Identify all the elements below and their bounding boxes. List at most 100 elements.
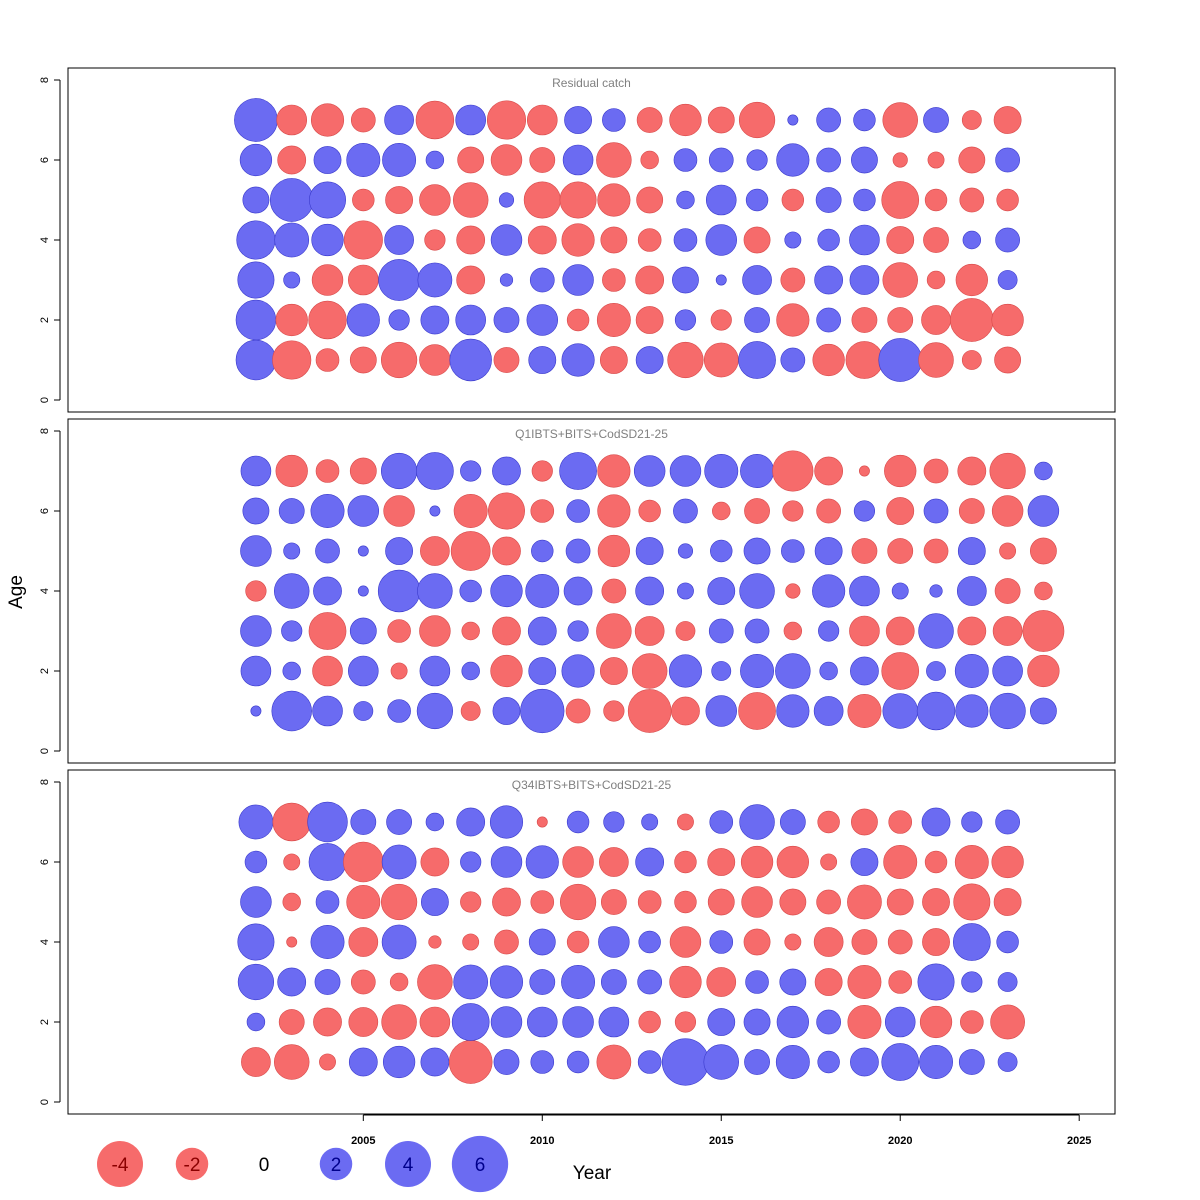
x-tick-label: 2025 xyxy=(1067,1135,1091,1147)
residual-bubble xyxy=(494,929,519,955)
residual-bubble xyxy=(955,694,989,728)
residual-bubble xyxy=(450,531,491,571)
residual-bubble xyxy=(281,620,303,642)
residual-bubble xyxy=(635,847,665,877)
residual-bubble xyxy=(923,107,949,133)
residual-bubble xyxy=(958,146,986,174)
y-tick-label: 6 xyxy=(39,508,51,514)
residual-bubble xyxy=(277,145,307,175)
residual-bubble xyxy=(705,184,737,216)
residual-bubble xyxy=(460,460,482,482)
residual-bubble xyxy=(669,965,702,999)
residual-bubble xyxy=(745,188,769,212)
residual-bubble xyxy=(853,188,876,212)
residual-bubble xyxy=(637,969,663,995)
residual-bubble xyxy=(493,307,520,333)
residual-bubble xyxy=(961,110,982,130)
residual-bubble xyxy=(350,107,376,133)
residual-bubble xyxy=(707,888,735,916)
residual-bubble xyxy=(782,500,804,522)
residual-bubble xyxy=(992,616,1023,646)
residual-bubble xyxy=(995,227,1020,253)
residual-bubble xyxy=(881,181,920,219)
residual-bubble xyxy=(994,578,1021,604)
residual-bubble xyxy=(237,963,275,1001)
panel-frame xyxy=(67,769,1116,1115)
residual-bubble xyxy=(781,188,805,212)
residual-bubble xyxy=(960,1010,984,1034)
residual-bubble xyxy=(307,801,348,843)
residual-bubble xyxy=(349,346,377,374)
bubble-size-legend: -4 -2 0 2 4 6 xyxy=(97,1135,509,1193)
residual-bubble xyxy=(526,104,558,136)
residual-bubble xyxy=(564,106,592,134)
residual-bubble xyxy=(851,929,878,955)
residual-bubble xyxy=(239,143,273,177)
residual-bubble xyxy=(461,661,480,681)
residual-bubble xyxy=(566,810,590,834)
residual-bubble xyxy=(849,224,880,256)
y-tick-label: 4 xyxy=(39,237,51,243)
residual-bubble xyxy=(527,616,557,646)
residual-bubble xyxy=(308,300,347,340)
residual-bubble xyxy=(641,813,659,831)
residual-bubble xyxy=(881,652,920,690)
x-tick-label: 2020 xyxy=(888,1135,912,1147)
residual-bubble xyxy=(816,498,842,524)
residual-bubble xyxy=(891,582,909,600)
x-tick-label: 2010 xyxy=(530,1135,554,1147)
residual-bubble xyxy=(528,928,556,956)
residual-bubble xyxy=(526,1006,558,1038)
residual-bubble xyxy=(419,615,451,647)
residual-bubble xyxy=(745,970,769,994)
residual-bubble xyxy=(457,146,485,174)
residual-bubble xyxy=(638,930,661,954)
residual-bubble xyxy=(847,884,882,920)
residual-bubble xyxy=(673,228,698,252)
residual-bubble xyxy=(419,344,451,376)
residual-bubble xyxy=(602,268,626,292)
residual-bubble xyxy=(888,970,913,994)
residual-bubble xyxy=(883,845,918,879)
x-axis-title: Year xyxy=(573,1163,612,1184)
residual-bubble xyxy=(710,309,732,331)
residual-bubble xyxy=(661,1038,710,1086)
residual-bubble xyxy=(676,190,695,210)
residual-bubble xyxy=(599,657,628,685)
residual-bubble xyxy=(882,262,918,298)
residual-bubble xyxy=(416,692,454,730)
residual-bubble xyxy=(462,933,480,951)
residual-bubble xyxy=(677,582,694,600)
residual-bubble xyxy=(812,574,846,608)
residual-bubble xyxy=(346,885,381,919)
residual-bubble xyxy=(704,454,739,488)
residual-bubble xyxy=(381,1004,417,1040)
residual-bubble xyxy=(417,262,453,298)
residual-bubble xyxy=(273,1044,310,1080)
residual-bubble xyxy=(776,303,810,337)
residual-bubble xyxy=(525,574,560,608)
residual-bubble xyxy=(313,1007,342,1037)
residual-bubble xyxy=(926,661,946,681)
residual-bubble xyxy=(420,847,450,877)
panels-layer: 0 2 4 6 8 Residual catch 0 2 4 6 8 Q1IBTS+BITS+CodS… xyxy=(39,67,1116,1115)
residual-bubble xyxy=(961,811,983,833)
residual-bubble xyxy=(814,456,844,486)
residual-bubble xyxy=(246,1012,266,1032)
residual-bubble xyxy=(892,152,908,168)
residual-bubble xyxy=(996,930,1019,954)
residual-bubble xyxy=(531,539,554,563)
residual-bubble xyxy=(711,661,732,681)
residual-bubble xyxy=(707,1008,736,1036)
residual-bubble xyxy=(313,576,342,606)
residual-bubble xyxy=(315,348,340,372)
y-tick-label: 8 xyxy=(39,77,51,83)
residual-bubble xyxy=(851,808,878,836)
residual-bubble xyxy=(996,188,1019,212)
residual-bubble xyxy=(923,458,949,484)
residual-bubble xyxy=(240,655,272,687)
residual-bubble xyxy=(775,653,811,689)
residual-bubble xyxy=(954,845,989,879)
residual-bubble xyxy=(492,616,521,646)
residual-bubble xyxy=(995,147,1020,173)
